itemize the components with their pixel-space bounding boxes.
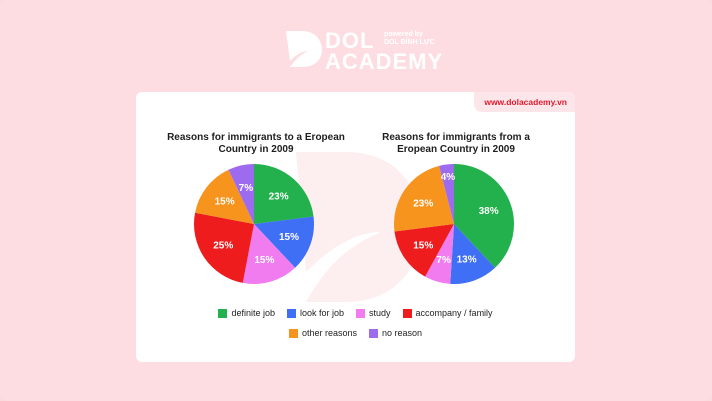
pie-slice-label: 15% [254, 255, 274, 266]
dol-academy-logo: DOL powered by DOL ĐÌNH LỰC ACADEMY [284, 26, 444, 74]
pie-slice-study [242, 224, 296, 284]
pie-slice-label: 23% [413, 199, 433, 210]
legend-label: study [369, 308, 391, 318]
pie-slice-label: 13% [457, 255, 477, 266]
chart-card: www.dolacademy.vn Reasons for immigrants… [136, 92, 575, 362]
legend-swatch-icon [356, 308, 366, 318]
pie-slice-label: 7% [239, 183, 254, 194]
pie-slice-definite-job [454, 164, 514, 268]
legend-label: accompany / family [415, 308, 493, 318]
pie-slice-other-reasons [394, 165, 454, 232]
legend-item-look-for-job: look for job [286, 308, 345, 318]
pie-slice-no-reason [439, 164, 454, 224]
pie-chart-from-europe: 38% 13% 7%15% 23% 4% [394, 164, 514, 284]
pie-slice-definite-job [254, 164, 314, 224]
legend-item-accompany-family: accompany / family [402, 308, 493, 318]
website-url-badge[interactable]: www.dolacademy.vn [474, 92, 575, 112]
watermark-logo-icon [296, 152, 421, 302]
legend-item-no-reason: no reason [369, 328, 422, 338]
legend-item-definite-job: definite job [218, 308, 275, 318]
powered-by-text: powered by [384, 31, 423, 38]
legend-swatch-icon [369, 328, 378, 338]
pie-chart-to-europe: 23% 15% 15% 25% 15% 7% [194, 164, 314, 284]
chart-legend: definite job look for job study accompany /… [136, 303, 575, 343]
legend-row-2: other reasons no reason [136, 323, 575, 343]
pie-slice-label: 15% [215, 197, 235, 208]
chart-title-right-line1: Reasons for immigrants from a [382, 132, 530, 143]
pie-slice-label: 4% [441, 172, 456, 183]
pie-slice-label: 38% [479, 206, 499, 217]
legend-swatch-icon [218, 308, 228, 318]
powered-by-name: DOL ĐÌNH LỰC [384, 39, 435, 46]
pie-slice-look-for-job [450, 224, 496, 284]
pie-slice-study [425, 224, 454, 284]
logo-academy-text: ACADEMY [325, 49, 444, 74]
logo-dol-text: DOL [325, 28, 375, 53]
legend-swatch-icon [288, 328, 298, 338]
legend-swatch-icon [286, 308, 296, 318]
chart-title-left-line2: Country in 2009 [218, 144, 294, 155]
pie-slice-label: 15% [413, 240, 433, 251]
chart-title-left-line1: Reasons for immigrants to a Eropean [167, 132, 345, 143]
dol-logo-icon [286, 31, 322, 67]
pie-slice-label: 23% [269, 192, 289, 203]
legend-label: no reason [382, 328, 423, 338]
pie-slice-label: 25% [213, 240, 233, 251]
pie-slice-no-reason [228, 164, 254, 224]
pie-slice-other-reasons [195, 169, 254, 224]
legend-label: look for job [299, 308, 345, 318]
chart-title-left: Reasons for immigrants to a Eropean Coun… [156, 132, 356, 156]
legend-item-study: study [356, 308, 391, 318]
pie-slice-accompany-family [394, 224, 454, 277]
legend-swatch-icon [402, 308, 412, 318]
pie-slice-accompany-family [194, 212, 254, 283]
chart-title-right: Reasons for immigrants from a Eropean Co… [366, 132, 546, 156]
pie-slice-look-for-job [254, 216, 314, 268]
legend-label: other reasons [301, 328, 357, 338]
legend-item-other-reasons: other reasons [288, 328, 357, 338]
chart-title-right-line2: Eropean Country in 2009 [397, 144, 515, 155]
legend-row-1: definite job look for job study accompany /… [136, 303, 575, 323]
pie-slice-label: 15% [279, 232, 299, 243]
pie-slice-label: 7% [436, 255, 451, 266]
logo-powered-by: powered by DOL ĐÌNH LỰC [384, 31, 435, 47]
legend-label: definite job [231, 308, 275, 318]
